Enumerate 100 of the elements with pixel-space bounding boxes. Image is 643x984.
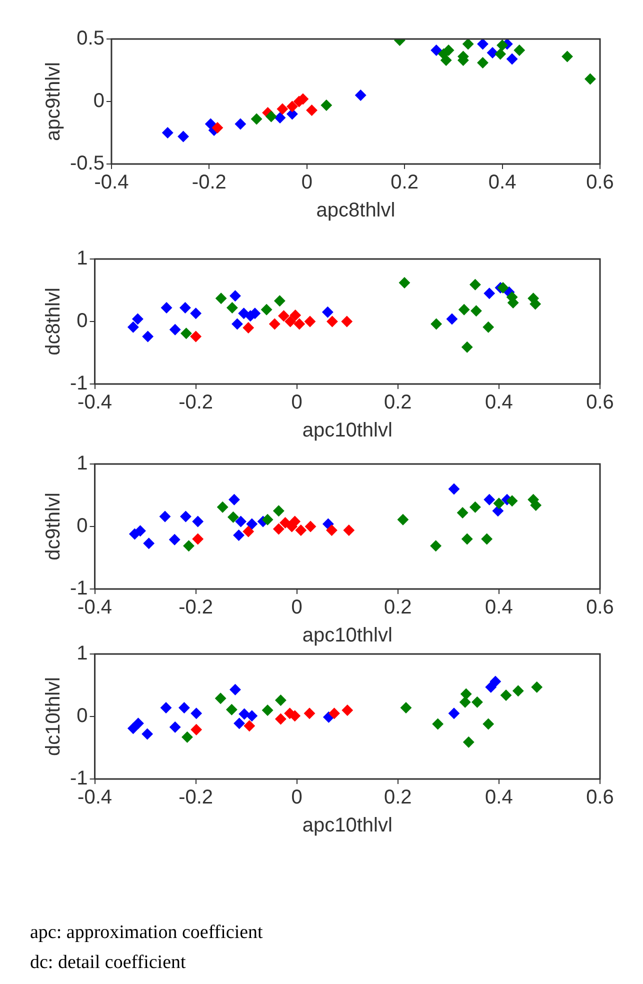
y-axis-title: dc9thlvl [42, 492, 65, 560]
point [226, 704, 238, 716]
x-tick-label: 0.2 [384, 786, 412, 809]
x-tick-label: 0.4 [485, 786, 513, 809]
x-tick-label: 0.6 [586, 596, 614, 619]
point [178, 702, 190, 714]
point [274, 112, 286, 124]
point [430, 318, 442, 330]
point [134, 525, 146, 536]
point [440, 54, 452, 66]
point [514, 44, 525, 56]
point [182, 732, 193, 743]
point [216, 292, 227, 304]
y-tick-label: 0.5 [76, 28, 104, 50]
point [170, 722, 181, 733]
point [343, 524, 354, 536]
point [584, 74, 596, 84]
point [460, 688, 472, 700]
point [304, 708, 315, 719]
point [305, 521, 316, 532]
x-tick-label: 0 [291, 392, 302, 414]
point [492, 505, 504, 516]
point [355, 90, 366, 101]
x-tick-label: -0.2 [178, 786, 214, 809]
point [242, 322, 254, 334]
point [477, 39, 488, 50]
point [132, 314, 144, 324]
point [228, 494, 240, 506]
point [246, 710, 258, 722]
point [161, 302, 172, 314]
x-tick-label: 0 [291, 786, 302, 809]
point [463, 736, 474, 748]
point [326, 316, 338, 327]
point [275, 694, 286, 706]
x-tick-label: 0.4 [488, 172, 516, 194]
point [397, 514, 408, 526]
point [238, 308, 250, 319]
x-tick-label: 0.4 [485, 392, 513, 414]
point [477, 57, 488, 68]
point [128, 322, 139, 333]
point [494, 48, 506, 60]
y-axis-title: apc9thlvl [42, 62, 65, 141]
point [273, 524, 284, 534]
x-tick-label: 0.2 [384, 596, 412, 619]
point [132, 718, 144, 729]
point [190, 331, 202, 342]
point [290, 310, 301, 321]
point [180, 302, 191, 314]
point [562, 51, 573, 62]
point [462, 39, 474, 50]
x-tick-label: -0.2 [178, 392, 214, 414]
point [235, 516, 246, 527]
point [190, 724, 202, 736]
point [322, 306, 334, 318]
point [142, 728, 153, 740]
point [228, 512, 239, 523]
x-axis-title: apc10thlvl [302, 420, 392, 442]
point [462, 534, 473, 544]
point [530, 298, 541, 310]
x-tick-label: 0 [301, 172, 312, 194]
point [246, 518, 258, 530]
point [490, 676, 501, 687]
x-tick-label: 0.6 [586, 392, 614, 414]
point [170, 324, 181, 336]
x-axis-title: apc10thlvl [302, 624, 392, 647]
point [143, 538, 154, 549]
point [242, 526, 254, 537]
y-tick-label: 0 [76, 705, 88, 728]
point [183, 540, 194, 552]
point [470, 279, 481, 290]
point [304, 316, 316, 327]
point [400, 702, 412, 714]
text: dc: detail coefficient [30, 951, 187, 975]
point [180, 511, 192, 522]
point [275, 714, 286, 724]
point [485, 682, 496, 693]
point [217, 502, 228, 513]
x-tick-label: 0.6 [586, 786, 614, 809]
point [531, 682, 542, 693]
point [500, 690, 512, 701]
x-tick-label: 0.6 [586, 172, 614, 194]
point [506, 54, 518, 64]
point [278, 310, 290, 322]
point [205, 118, 216, 130]
point [482, 718, 494, 730]
point [266, 111, 277, 122]
x-tick-label: 0 [291, 596, 302, 619]
y-tick-label: 1 [76, 248, 88, 270]
point [226, 302, 238, 314]
point [432, 718, 444, 730]
point [484, 288, 495, 299]
point [251, 114, 262, 124]
y-tick-label: 1 [76, 452, 88, 475]
point [286, 101, 298, 112]
point [190, 708, 202, 719]
x-tick-label: -0.2 [178, 596, 214, 619]
point [512, 685, 524, 696]
x-tick-label: -0.2 [192, 172, 226, 194]
point [233, 530, 244, 541]
point [169, 534, 180, 546]
